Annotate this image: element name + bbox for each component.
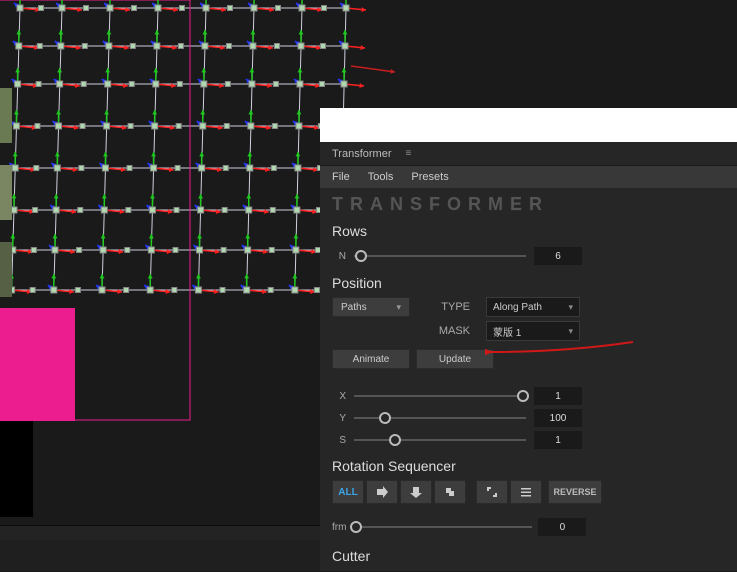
seq-expand-button[interactable]: [476, 480, 508, 504]
transformer-panel: Transformer ≡ File Tools Presets TRANSFO…: [320, 142, 737, 571]
black-block: [0, 421, 33, 517]
chevron-down-icon: ▾: [568, 302, 573, 313]
expand-icon: [485, 485, 499, 499]
y-slider[interactable]: [354, 411, 526, 425]
mask-dropdown[interactable]: 蒙版 1 ▾: [486, 321, 580, 341]
seq-right-button[interactable]: [366, 480, 398, 504]
thumbnail: [0, 242, 12, 297]
s-slider[interactable]: [354, 433, 526, 447]
type-label: TYPE: [420, 301, 476, 313]
seq-lines-button[interactable]: [510, 480, 542, 504]
s-label: S: [332, 435, 346, 446]
update-button-label: Update: [439, 354, 471, 365]
y-label: Y: [332, 413, 346, 424]
position-section: Position Paths ▾ TYPE Along Path ▾ MASK …: [320, 269, 737, 453]
rows-title: Rows: [332, 223, 725, 239]
chevron-down-icon: ▾: [396, 302, 401, 313]
seq-all-label: ALL: [338, 487, 357, 498]
mask-label: MASK: [420, 325, 476, 337]
x-slider[interactable]: [354, 389, 526, 403]
panel-title: Transformer: [332, 148, 392, 160]
frm-label: frm: [332, 522, 346, 533]
pink-layer-block: [0, 308, 75, 421]
lines-icon: [519, 485, 533, 499]
reverse-label: REVERSE: [553, 487, 596, 497]
frm-slider[interactable]: [352, 520, 532, 534]
rotation-title: Rotation Sequencer: [332, 459, 725, 474]
seq-all-button[interactable]: ALL: [332, 480, 364, 504]
animate-button[interactable]: Animate: [332, 349, 410, 369]
rows-n-input[interactable]: [534, 247, 582, 265]
menu-file[interactable]: File: [332, 171, 350, 183]
paths-button[interactable]: Paths ▾: [332, 297, 410, 317]
rows-n-label: N: [332, 251, 346, 262]
white-gap: [320, 108, 737, 142]
panel-header: Transformer ≡: [320, 142, 737, 166]
x-label: X: [332, 391, 346, 402]
arrow-diag-icon: [443, 485, 457, 499]
timeline-strip-lower: [0, 540, 320, 571]
s-input[interactable]: [534, 431, 582, 449]
menubar: File Tools Presets: [320, 166, 737, 188]
menu-presets[interactable]: Presets: [411, 171, 448, 183]
cutter-section: Cutter: [320, 538, 737, 572]
seq-down-button[interactable]: [400, 480, 432, 504]
thumbnail: [0, 165, 12, 220]
update-button[interactable]: Update: [416, 349, 494, 369]
thumbnail: [0, 88, 12, 143]
seq-diag-button[interactable]: [434, 480, 466, 504]
arrow-down-icon: [409, 485, 423, 499]
arrow-right-icon: [375, 485, 389, 499]
rows-n-slider[interactable]: [354, 249, 526, 263]
sequencer-buttons: ALL REVERSE: [332, 480, 725, 504]
chevron-down-icon: ▾: [568, 326, 573, 337]
menu-tools[interactable]: Tools: [368, 171, 394, 183]
type-dropdown[interactable]: Along Path ▾: [486, 297, 580, 317]
rotation-section: Rotation Sequencer ALL REVERSE: [320, 453, 737, 538]
x-input[interactable]: [534, 387, 582, 405]
animate-button-label: Animate: [353, 354, 390, 365]
thumbnail-strip: [0, 0, 12, 297]
panel-menu-icon[interactable]: ≡: [406, 148, 412, 159]
logo: TRANSFORMER: [320, 188, 737, 217]
cutter-title: Cutter: [332, 548, 725, 564]
frm-input[interactable]: [538, 518, 586, 536]
mask-value: 蒙版 1: [493, 324, 521, 339]
logo-text: TRANSFORMER: [332, 194, 725, 215]
y-input[interactable]: [534, 409, 582, 427]
position-title: Position: [332, 275, 725, 291]
reverse-button[interactable]: REVERSE: [548, 480, 602, 504]
rows-section: Rows N: [320, 217, 737, 269]
type-value: Along Path: [493, 302, 542, 313]
paths-button-label: Paths: [341, 302, 367, 313]
